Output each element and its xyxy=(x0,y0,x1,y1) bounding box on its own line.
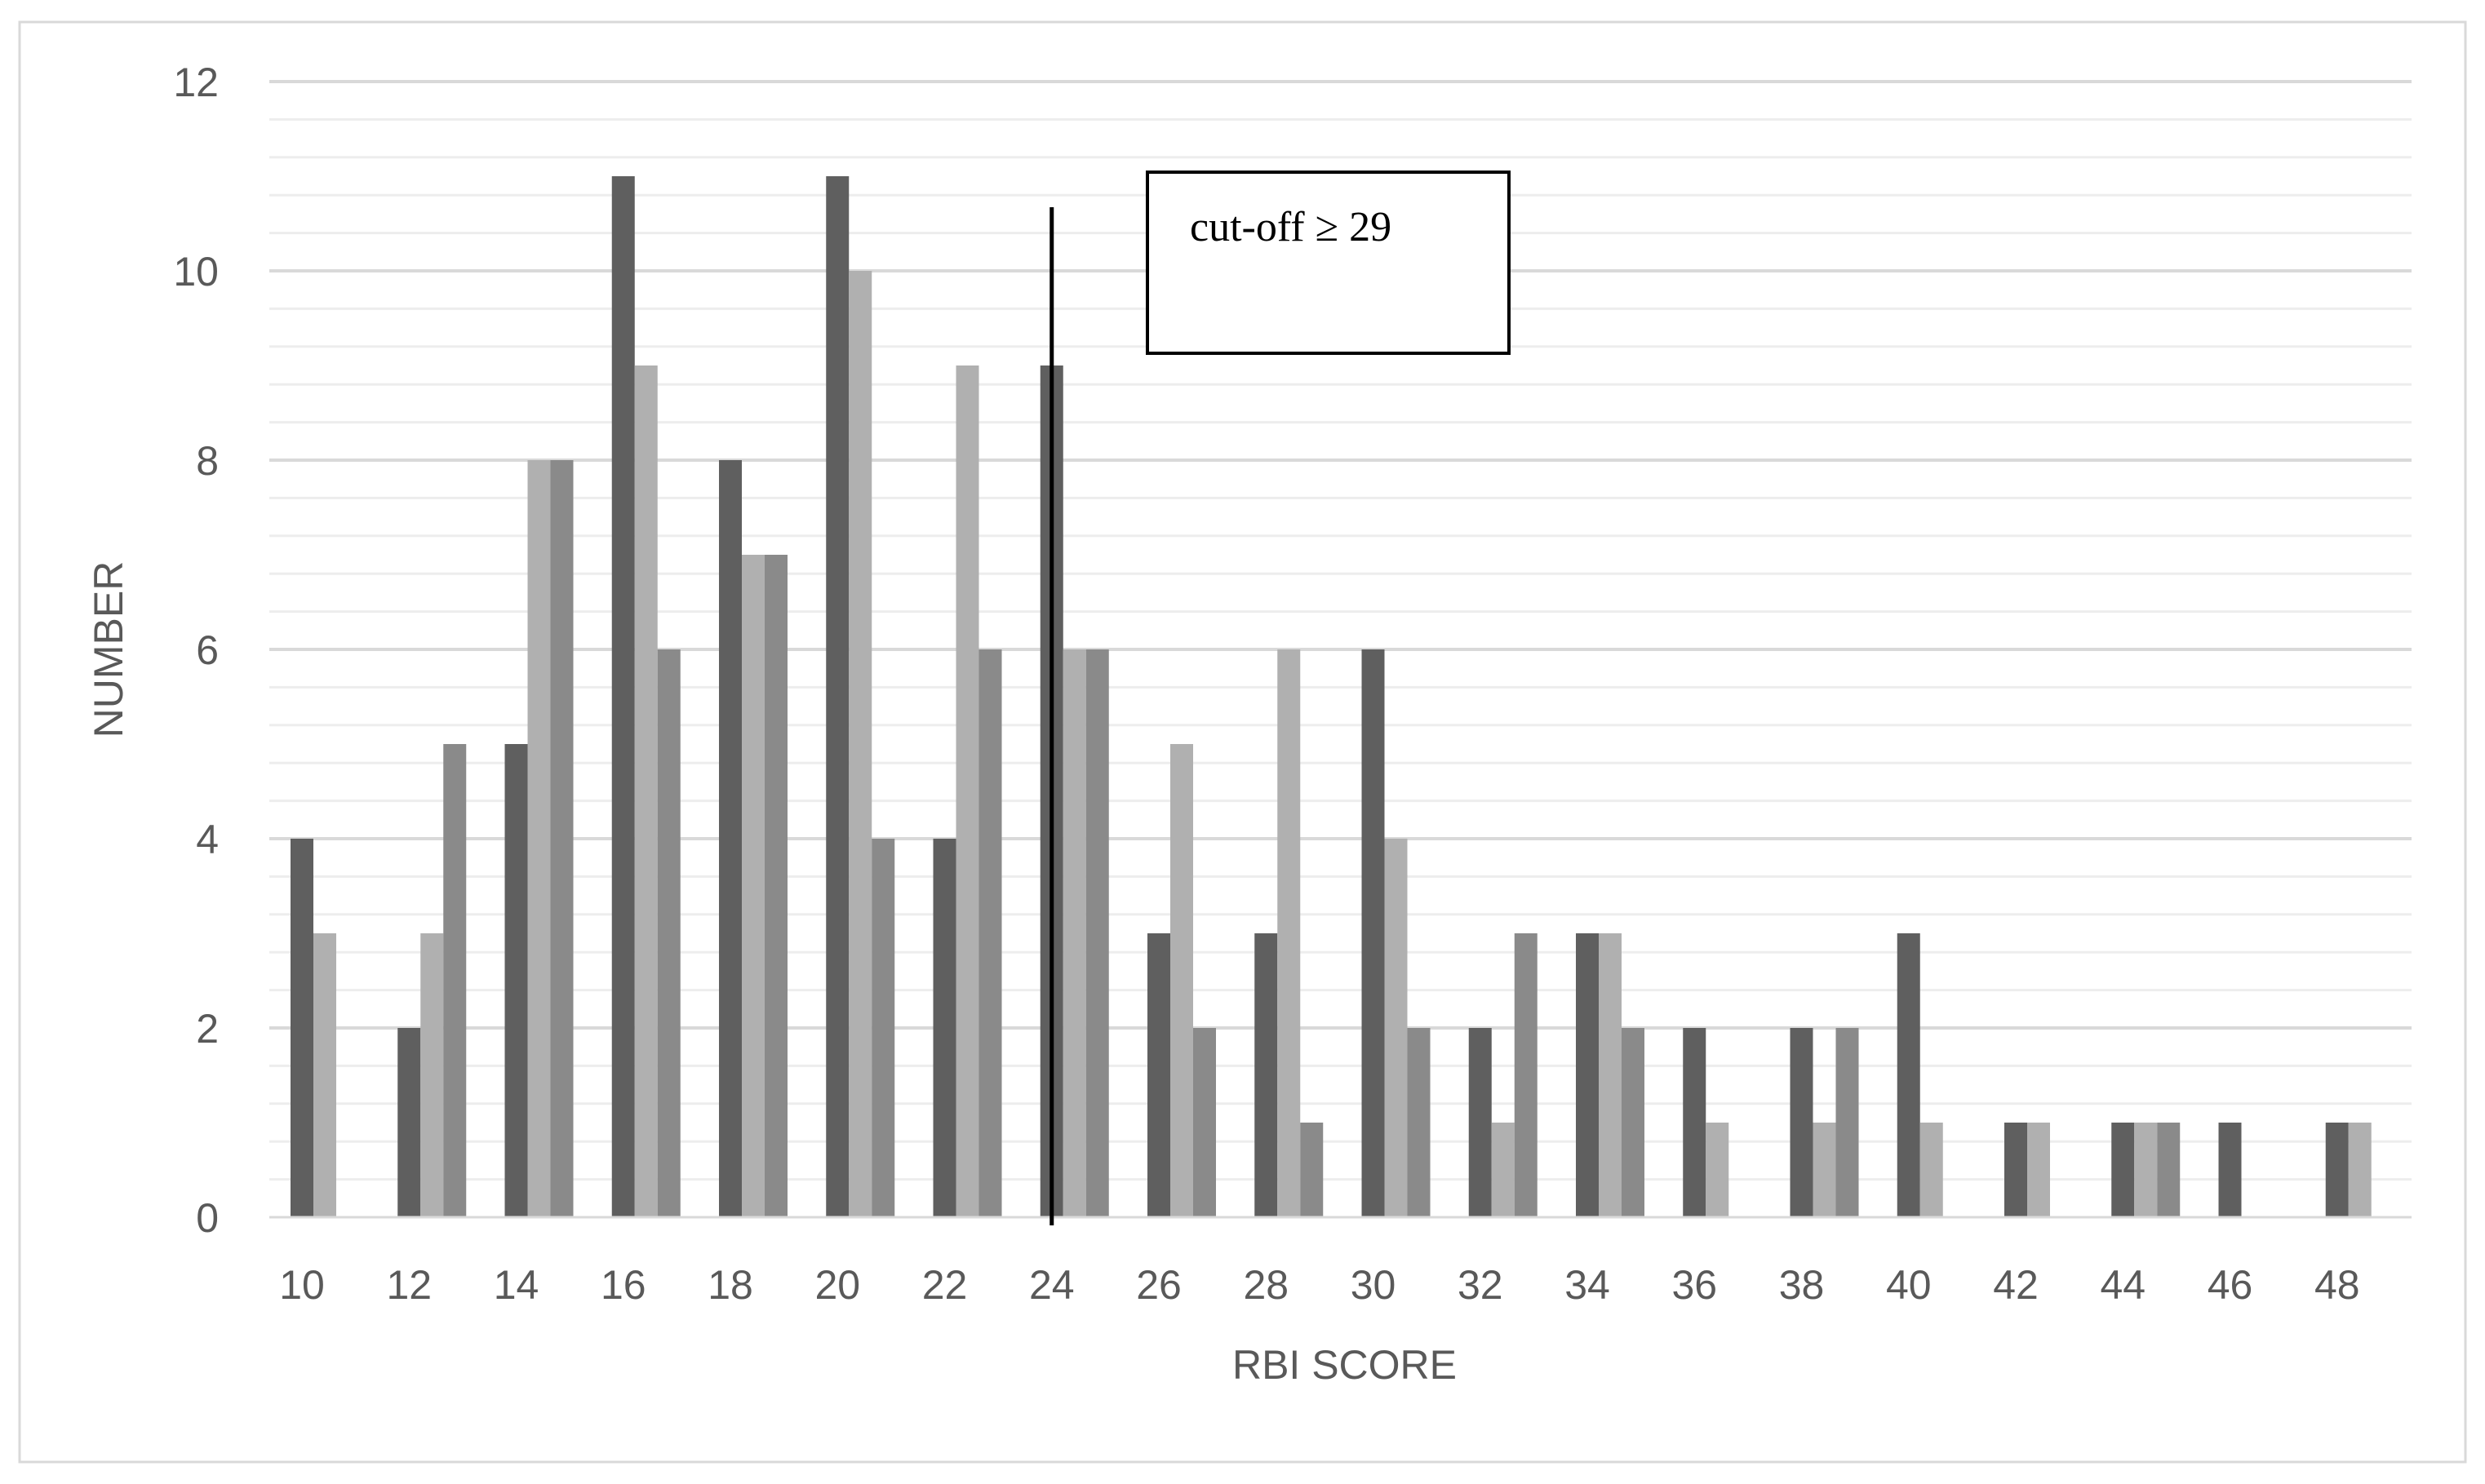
bar-48-series-2 xyxy=(2348,1123,2372,1217)
bar-20-series-1 xyxy=(826,176,850,1217)
bars xyxy=(291,176,2372,1217)
bar-38-series-1 xyxy=(1790,1028,1813,1217)
x-tick-label: 18 xyxy=(708,1262,753,1308)
x-tick-label: 40 xyxy=(1886,1262,1932,1308)
bar-22-series-1 xyxy=(933,839,956,1217)
x-tick-label: 44 xyxy=(2100,1262,2146,1308)
bar-44-series-2 xyxy=(2134,1123,2158,1217)
bar-14-series-1 xyxy=(504,744,528,1217)
bar-36-series-2 xyxy=(1706,1123,1729,1217)
y-tick-label: 0 xyxy=(196,1195,219,1241)
bar-26-series-1 xyxy=(1147,933,1170,1217)
bar-36-series-1 xyxy=(1683,1028,1706,1217)
bar-26-series-3 xyxy=(1193,1028,1216,1217)
bar-32-series-2 xyxy=(1491,1123,1515,1217)
bar-24-series-3 xyxy=(1085,649,1109,1217)
bar-46-series-1 xyxy=(2218,1123,2242,1217)
bar-34-series-3 xyxy=(1622,1028,1644,1217)
bar-12-series-1 xyxy=(397,1028,421,1217)
y-tick-labels: 0 2 4 6 8 10 12 xyxy=(173,60,219,1241)
x-tick-label: 12 xyxy=(386,1262,432,1308)
bar-20-series-2 xyxy=(849,271,872,1217)
x-tick-label: 24 xyxy=(1029,1262,1075,1308)
x-tick-label: 36 xyxy=(1671,1262,1717,1308)
bar-14-series-3 xyxy=(550,460,574,1217)
bar-16-series-1 xyxy=(611,176,635,1217)
bar-18-series-2 xyxy=(742,555,765,1217)
x-tick-label: 42 xyxy=(1993,1262,2039,1308)
y-tick-label: 12 xyxy=(173,60,219,105)
bar-32-series-3 xyxy=(1514,933,1538,1217)
bar-34-series-1 xyxy=(1576,933,1599,1217)
bar-12-series-3 xyxy=(443,744,467,1217)
bar-48-series-1 xyxy=(2325,1123,2349,1217)
bar-34-series-2 xyxy=(1599,933,1622,1217)
bar-14-series-2 xyxy=(527,460,551,1217)
bar-30-series-2 xyxy=(1384,839,1408,1217)
x-tick-label: 26 xyxy=(1136,1262,1182,1308)
bar-10-series-2 xyxy=(313,933,336,1217)
bar-12-series-2 xyxy=(420,933,444,1217)
bar-32-series-1 xyxy=(1468,1028,1492,1217)
bar-18-series-3 xyxy=(765,555,788,1217)
bar-18-series-1 xyxy=(719,460,742,1217)
bar-22-series-3 xyxy=(978,649,1002,1217)
x-tick-label: 38 xyxy=(1779,1262,1825,1308)
bar-10-series-1 xyxy=(291,839,313,1217)
x-tick-label: 16 xyxy=(601,1262,646,1308)
x-tick-label: 48 xyxy=(2314,1262,2360,1308)
bar-38-series-2 xyxy=(1813,1123,1836,1217)
x-tick-label: 22 xyxy=(922,1262,968,1308)
y-tick-label: 2 xyxy=(196,1006,219,1052)
x-tick-label: 46 xyxy=(2208,1262,2253,1308)
x-tick-label: 30 xyxy=(1351,1262,1396,1308)
bar-44-series-3 xyxy=(2157,1123,2181,1217)
x-tick-label: 34 xyxy=(1564,1262,1610,1308)
bar-42-series-1 xyxy=(2004,1123,2027,1217)
bar-28-series-1 xyxy=(1254,933,1278,1217)
y-tick-label: 10 xyxy=(173,249,219,295)
bar-40-series-1 xyxy=(1897,933,1920,1217)
bar-22-series-2 xyxy=(956,365,979,1217)
bar-30-series-1 xyxy=(1361,649,1385,1217)
y-tick-label: 8 xyxy=(196,438,219,484)
x-tick-label: 10 xyxy=(279,1262,325,1308)
bar-28-series-2 xyxy=(1277,649,1301,1217)
bar-40-series-2 xyxy=(1919,1123,1943,1217)
x-axis-title: RBI SCORE xyxy=(1232,1342,1457,1388)
x-tick-labels: 10 12 14 16 18 20 22 24 26 28 30 32 34 36 38 40 42 44 46 48 xyxy=(279,1262,2359,1308)
bar-20-series-3 xyxy=(872,839,895,1217)
y-tick-label: 4 xyxy=(196,817,219,862)
y-tick-label: 6 xyxy=(196,627,219,673)
bar-16-series-3 xyxy=(657,649,681,1217)
cutoff-annotation-label: cut-off ≥ 29 xyxy=(1190,204,1391,250)
bar-24-series-2 xyxy=(1063,649,1086,1217)
x-tick-label: 20 xyxy=(814,1262,860,1308)
bar-42-series-2 xyxy=(2027,1123,2050,1217)
x-tick-label: 32 xyxy=(1458,1262,1503,1308)
y-axis-title: NUMBER xyxy=(86,561,131,738)
cutoff-annotation-box xyxy=(1146,171,1511,355)
bar-26-series-2 xyxy=(1170,744,1193,1217)
bar-28-series-3 xyxy=(1300,1123,1324,1217)
bar-16-series-2 xyxy=(634,365,658,1217)
bar-30-series-3 xyxy=(1407,1028,1431,1217)
bar-44-series-1 xyxy=(2111,1123,2135,1217)
bar-38-series-3 xyxy=(1835,1028,1859,1217)
x-tick-label: 14 xyxy=(494,1262,539,1308)
x-tick-label: 28 xyxy=(1243,1262,1289,1308)
